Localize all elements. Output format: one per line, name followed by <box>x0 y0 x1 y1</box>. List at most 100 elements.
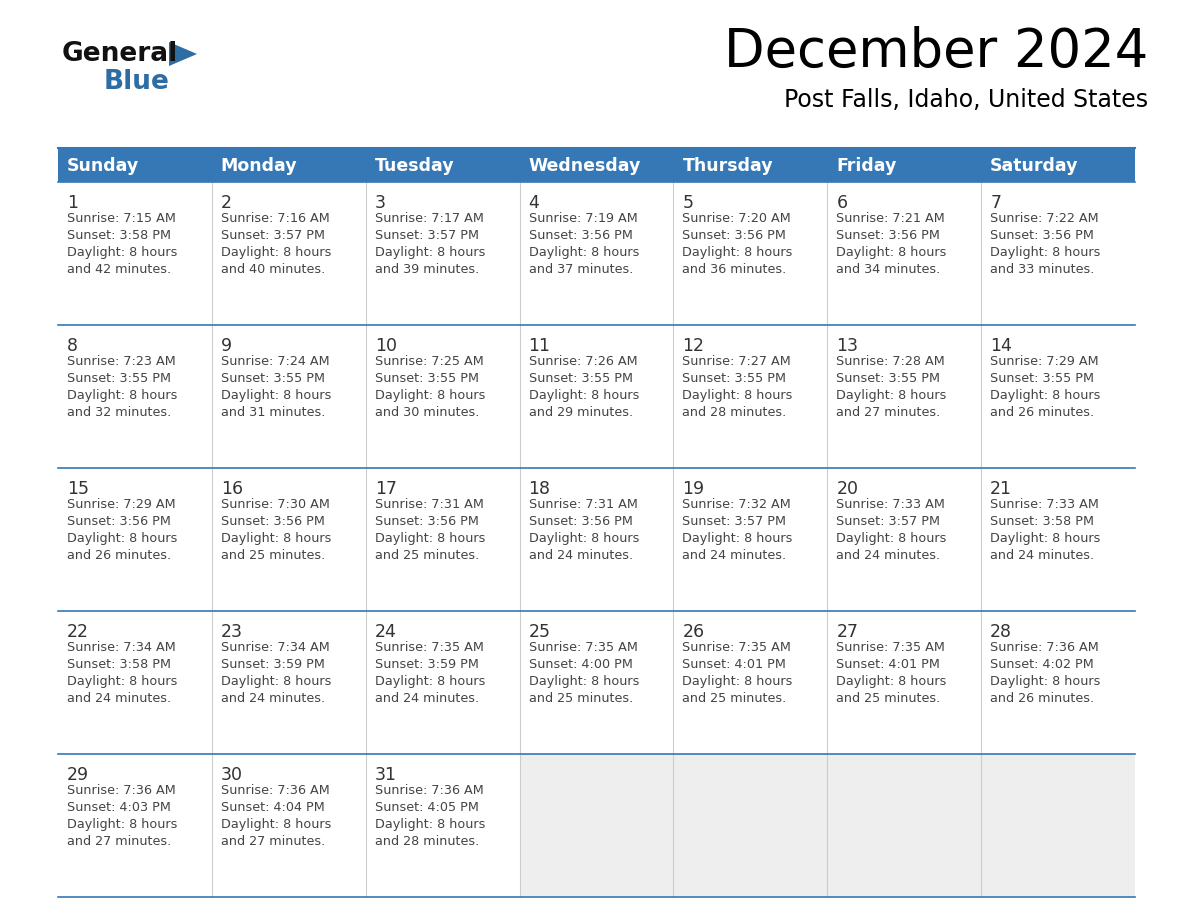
Text: Sunrise: 7:23 AM: Sunrise: 7:23 AM <box>67 355 176 368</box>
Text: Daylight: 8 hours: Daylight: 8 hours <box>836 246 947 259</box>
Text: Sunset: 3:59 PM: Sunset: 3:59 PM <box>374 658 479 671</box>
Text: Sunrise: 7:35 AM: Sunrise: 7:35 AM <box>529 641 638 654</box>
Text: Sunrise: 7:36 AM: Sunrise: 7:36 AM <box>67 784 176 797</box>
Text: Daylight: 8 hours: Daylight: 8 hours <box>67 818 177 831</box>
Text: and 25 minutes.: and 25 minutes. <box>836 692 941 705</box>
Bar <box>981 325 1135 468</box>
Text: Sunset: 4:05 PM: Sunset: 4:05 PM <box>374 801 479 814</box>
Text: 3: 3 <box>374 194 386 212</box>
Text: 11: 11 <box>529 337 550 355</box>
Text: Sunset: 4:02 PM: Sunset: 4:02 PM <box>990 658 1094 671</box>
Text: Sunrise: 7:17 AM: Sunrise: 7:17 AM <box>374 212 484 225</box>
Text: Daylight: 8 hours: Daylight: 8 hours <box>682 246 792 259</box>
Text: Sunset: 3:56 PM: Sunset: 3:56 PM <box>529 515 632 528</box>
Text: Wednesday: Wednesday <box>529 157 642 175</box>
Text: Sunrise: 7:29 AM: Sunrise: 7:29 AM <box>990 355 1099 368</box>
Text: Sunday: Sunday <box>67 157 139 175</box>
Text: 26: 26 <box>682 623 704 641</box>
Text: Sunset: 3:55 PM: Sunset: 3:55 PM <box>836 372 940 385</box>
Text: and 24 minutes.: and 24 minutes. <box>682 549 786 562</box>
Text: Sunset: 3:55 PM: Sunset: 3:55 PM <box>990 372 1094 385</box>
Text: Saturday: Saturday <box>990 157 1079 175</box>
Text: Sunrise: 7:36 AM: Sunrise: 7:36 AM <box>221 784 329 797</box>
Text: and 29 minutes.: and 29 minutes. <box>529 406 633 419</box>
Bar <box>519 754 674 897</box>
Text: 1: 1 <box>67 194 78 212</box>
Text: Daylight: 8 hours: Daylight: 8 hours <box>990 532 1100 545</box>
Text: Daylight: 8 hours: Daylight: 8 hours <box>221 532 331 545</box>
Text: 19: 19 <box>682 480 704 498</box>
Text: Sunset: 3:55 PM: Sunset: 3:55 PM <box>67 372 171 385</box>
Text: and 28 minutes.: and 28 minutes. <box>682 406 786 419</box>
Text: 22: 22 <box>67 623 89 641</box>
Bar <box>674 325 827 468</box>
Bar <box>366 754 519 897</box>
Text: and 24 minutes.: and 24 minutes. <box>221 692 326 705</box>
Bar <box>58 148 211 182</box>
Text: 28: 28 <box>990 623 1012 641</box>
Text: Sunset: 3:57 PM: Sunset: 3:57 PM <box>221 229 324 242</box>
Text: Sunrise: 7:29 AM: Sunrise: 7:29 AM <box>67 498 176 511</box>
Text: Sunset: 3:58 PM: Sunset: 3:58 PM <box>67 658 171 671</box>
Text: Sunset: 3:55 PM: Sunset: 3:55 PM <box>682 372 786 385</box>
Text: Daylight: 8 hours: Daylight: 8 hours <box>374 532 485 545</box>
Text: 5: 5 <box>682 194 694 212</box>
Bar <box>981 468 1135 611</box>
Text: and 36 minutes.: and 36 minutes. <box>682 263 786 276</box>
Bar <box>674 148 827 182</box>
Text: 20: 20 <box>836 480 858 498</box>
Text: Sunset: 3:55 PM: Sunset: 3:55 PM <box>221 372 324 385</box>
Bar <box>674 754 827 897</box>
Text: Post Falls, Idaho, United States: Post Falls, Idaho, United States <box>784 88 1148 112</box>
Text: Sunset: 3:56 PM: Sunset: 3:56 PM <box>682 229 786 242</box>
Text: Daylight: 8 hours: Daylight: 8 hours <box>836 675 947 688</box>
Text: Sunset: 3:56 PM: Sunset: 3:56 PM <box>529 229 632 242</box>
Text: 8: 8 <box>67 337 78 355</box>
Text: 9: 9 <box>221 337 232 355</box>
Text: Sunrise: 7:25 AM: Sunrise: 7:25 AM <box>374 355 484 368</box>
Text: Daylight: 8 hours: Daylight: 8 hours <box>374 818 485 831</box>
Bar <box>827 611 981 754</box>
Text: Sunrise: 7:36 AM: Sunrise: 7:36 AM <box>990 641 1099 654</box>
Bar <box>58 754 211 897</box>
Text: and 26 minutes.: and 26 minutes. <box>67 549 171 562</box>
Text: Daylight: 8 hours: Daylight: 8 hours <box>836 389 947 402</box>
Bar <box>827 182 981 325</box>
Text: 27: 27 <box>836 623 858 641</box>
Text: and 40 minutes.: and 40 minutes. <box>221 263 326 276</box>
Text: Sunset: 3:55 PM: Sunset: 3:55 PM <box>529 372 632 385</box>
Text: Sunrise: 7:32 AM: Sunrise: 7:32 AM <box>682 498 791 511</box>
Bar <box>827 148 981 182</box>
Text: Sunrise: 7:19 AM: Sunrise: 7:19 AM <box>529 212 637 225</box>
Text: Sunrise: 7:24 AM: Sunrise: 7:24 AM <box>221 355 329 368</box>
Text: Sunrise: 7:31 AM: Sunrise: 7:31 AM <box>529 498 638 511</box>
Text: Sunrise: 7:36 AM: Sunrise: 7:36 AM <box>374 784 484 797</box>
Text: and 26 minutes.: and 26 minutes. <box>990 406 1094 419</box>
Text: Sunset: 4:04 PM: Sunset: 4:04 PM <box>221 801 324 814</box>
Text: Sunrise: 7:20 AM: Sunrise: 7:20 AM <box>682 212 791 225</box>
Bar <box>827 468 981 611</box>
Text: and 39 minutes.: and 39 minutes. <box>374 263 479 276</box>
Text: Daylight: 8 hours: Daylight: 8 hours <box>67 246 177 259</box>
Text: and 25 minutes.: and 25 minutes. <box>221 549 326 562</box>
Text: 12: 12 <box>682 337 704 355</box>
Text: Daylight: 8 hours: Daylight: 8 hours <box>529 532 639 545</box>
Text: and 25 minutes.: and 25 minutes. <box>682 692 786 705</box>
Text: and 24 minutes.: and 24 minutes. <box>529 549 633 562</box>
Text: Daylight: 8 hours: Daylight: 8 hours <box>374 675 485 688</box>
Bar <box>519 468 674 611</box>
Text: Daylight: 8 hours: Daylight: 8 hours <box>990 675 1100 688</box>
Bar <box>211 754 366 897</box>
Text: Sunset: 3:55 PM: Sunset: 3:55 PM <box>374 372 479 385</box>
Text: and 26 minutes.: and 26 minutes. <box>990 692 1094 705</box>
Text: and 42 minutes.: and 42 minutes. <box>67 263 171 276</box>
Text: 15: 15 <box>67 480 89 498</box>
Text: Sunset: 3:56 PM: Sunset: 3:56 PM <box>836 229 940 242</box>
Text: 13: 13 <box>836 337 858 355</box>
Text: Sunrise: 7:21 AM: Sunrise: 7:21 AM <box>836 212 944 225</box>
Bar <box>827 325 981 468</box>
Text: Daylight: 8 hours: Daylight: 8 hours <box>221 818 331 831</box>
Bar <box>981 182 1135 325</box>
Bar <box>211 182 366 325</box>
Text: Daylight: 8 hours: Daylight: 8 hours <box>990 246 1100 259</box>
